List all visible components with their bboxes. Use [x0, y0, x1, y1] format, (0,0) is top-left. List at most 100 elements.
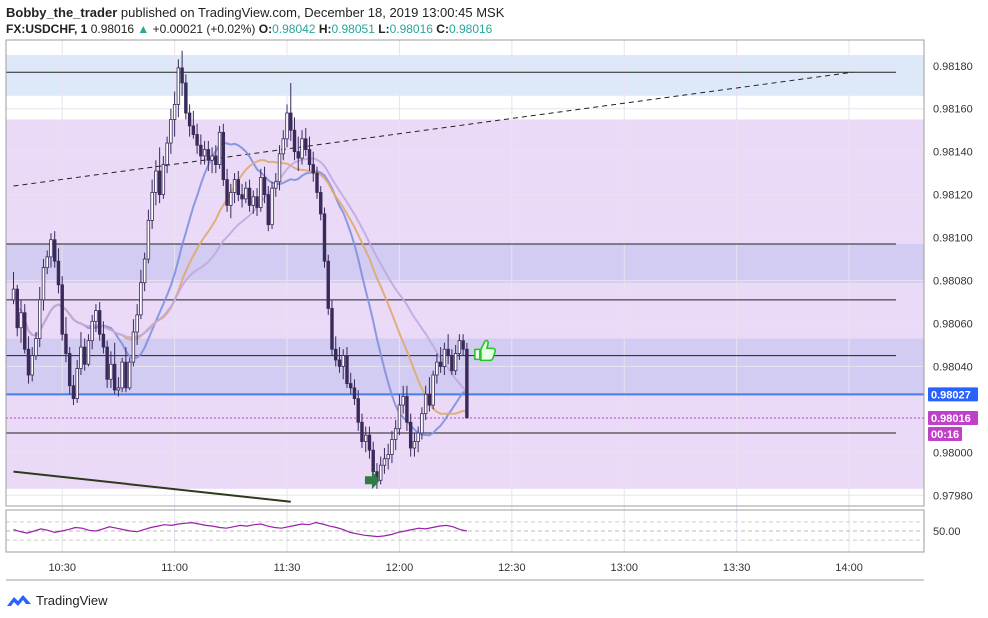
candle-body-78 [304, 138, 308, 150]
candle-body-104 [401, 396, 405, 406]
low-label: L: [378, 22, 390, 36]
candle-body-56 [221, 131, 226, 180]
price-tag-label-0: 0.98027 [931, 389, 971, 401]
candle-body-74 [289, 112, 293, 131]
candle-body-111 [427, 393, 432, 406]
candle-body-117 [450, 355, 454, 372]
candle-body-92 [356, 398, 360, 423]
candle-body-0 [11, 288, 16, 301]
candles-layer [11, 50, 469, 489]
brand-name[interactable]: TradingView [36, 592, 108, 608]
candle-body-15 [67, 353, 72, 387]
candle-body-12 [56, 260, 61, 286]
candle-body-60 [236, 179, 241, 196]
rsi-line [13, 521, 468, 538]
candle-body-118 [453, 353, 458, 372]
change-up-icon: ▲ [137, 22, 150, 36]
candle-body-62 [244, 187, 248, 200]
candle-body-36 [146, 219, 151, 260]
candle-body-65 [255, 196, 259, 208]
candle-body-59 [232, 179, 237, 193]
publisher-line: Bobby_the_trader published on TradingVie… [6, 4, 981, 21]
change-value: +0.00021 (+0.02%) [152, 22, 256, 36]
author-name[interactable]: Bobby_the_trader [6, 5, 118, 20]
candle-body-79 [307, 149, 312, 165]
candle-body-39 [157, 170, 162, 196]
candle-body-18 [79, 346, 83, 369]
candle-body-33 [135, 314, 139, 333]
candle-body-6 [34, 338, 38, 357]
symbol-label[interactable]: FX:USDCHF, 1 [6, 22, 88, 36]
candle-body-16 [71, 385, 76, 400]
candle-body-94 [363, 434, 368, 442]
candle-body-37 [150, 192, 154, 221]
candle-body-95 [367, 434, 372, 451]
close-label: C: [436, 22, 449, 36]
rsi-pane [6, 521, 924, 541]
candle-body-8 [41, 267, 46, 301]
price-tag-box-0 [928, 387, 978, 402]
candle-body-80 [311, 164, 315, 174]
candle-body-69 [270, 187, 274, 226]
y-tick-label-8: 0.98000 [933, 447, 973, 459]
levels-layer [6, 71, 924, 503]
candle-body-114 [438, 361, 443, 367]
candle-body-116 [446, 348, 450, 357]
candle-body-38 [154, 170, 158, 193]
candle-body-1 [15, 288, 19, 329]
rsi-pane-border [5, 509, 925, 553]
last-price: 0.98016 [90, 22, 135, 36]
candle-body-34 [139, 282, 143, 316]
candle-body-29 [120, 361, 124, 389]
candle-body-75 [292, 129, 297, 153]
x-tick-label-7: 14:00 [835, 562, 863, 574]
candle-body-24 [101, 333, 106, 348]
candle-body-63 [247, 187, 252, 206]
candle-body-77 [300, 138, 304, 159]
x-tick-label-3: 12:00 [386, 562, 414, 574]
x-tick-label-0: 10:30 [48, 562, 76, 574]
y-tick-label-9: 0.97980 [933, 490, 973, 502]
candle-body-107 [412, 441, 417, 449]
tradingview-logo-icon[interactable] [6, 592, 32, 608]
candle-body-11 [52, 239, 57, 262]
low-value: 0.98016 [389, 22, 433, 36]
candle-body-103 [397, 404, 402, 430]
price-pane-border [5, 39, 925, 507]
candle-body-99 [382, 458, 387, 466]
zone-2 [6, 244, 924, 283]
thumbs-up-icon [474, 339, 497, 362]
candle-body-115 [442, 348, 447, 367]
candle-body-83 [322, 213, 327, 262]
candle-body-101 [390, 439, 394, 455]
candle-body-51 [202, 149, 207, 157]
candle-body-71 [277, 153, 282, 183]
price-tag-box-2 [928, 426, 962, 441]
y-tick-label-0: 0.98180 [933, 61, 973, 73]
candle-body-2 [19, 312, 23, 329]
candle-body-85 [330, 308, 334, 350]
candle-body-113 [435, 361, 439, 376]
candle-body-121 [465, 348, 469, 419]
candle-body-61 [240, 194, 244, 200]
candle-body-52 [206, 149, 211, 161]
candle-body-25 [105, 346, 109, 380]
x-tick-label-2: 11:30 [274, 562, 301, 574]
candle-body-89 [345, 355, 349, 384]
candle-body-50 [199, 144, 203, 157]
y-tick-label-5: 0.98080 [933, 276, 973, 288]
candle-body-13 [60, 284, 64, 335]
candle-body-40 [161, 164, 166, 196]
candle-body-5 [30, 355, 34, 376]
green-arrow-icon [364, 471, 380, 490]
y-tick-label-7: 0.98040 [933, 361, 973, 373]
price-chart[interactable]: 0.98180 0.98160 0.98140 0.98120 0.98100 0.980… [0, 0, 988, 590]
candle-body-3 [23, 312, 27, 350]
y-tick-label-6: 0.98060 [933, 318, 973, 330]
candle-body-64 [251, 196, 256, 206]
y-tick-label-4: 0.98100 [933, 233, 973, 245]
candle-body-28 [116, 387, 121, 391]
moving-averages [12, 141, 468, 437]
candle-body-32 [131, 331, 136, 363]
candle-body-44 [176, 67, 181, 105]
